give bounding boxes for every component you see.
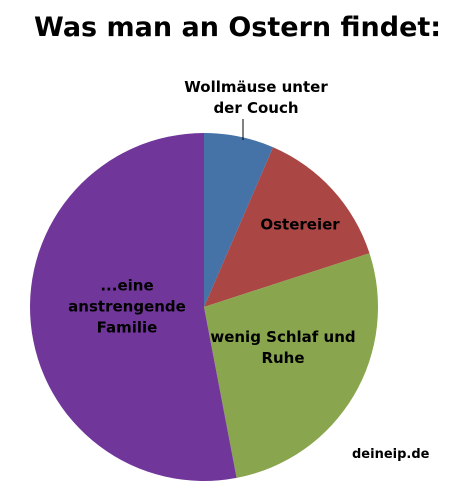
pie-slice [204, 147, 370, 307]
slice-label: Ostereier [260, 215, 340, 234]
source: deineip.de [352, 447, 430, 462]
pie-slice [204, 253, 378, 478]
slice-label: ...eine anstrengende Familie [68, 276, 186, 337]
chart-title: Was man an Ostern findet: [34, 12, 442, 43]
slice-label: wenig Schlaf und Ruhe [210, 328, 356, 367]
pie-slice [204, 133, 274, 307]
pie-slice [29, 133, 237, 482]
slice-label: Wollmäuse unter der Couch [184, 78, 328, 117]
